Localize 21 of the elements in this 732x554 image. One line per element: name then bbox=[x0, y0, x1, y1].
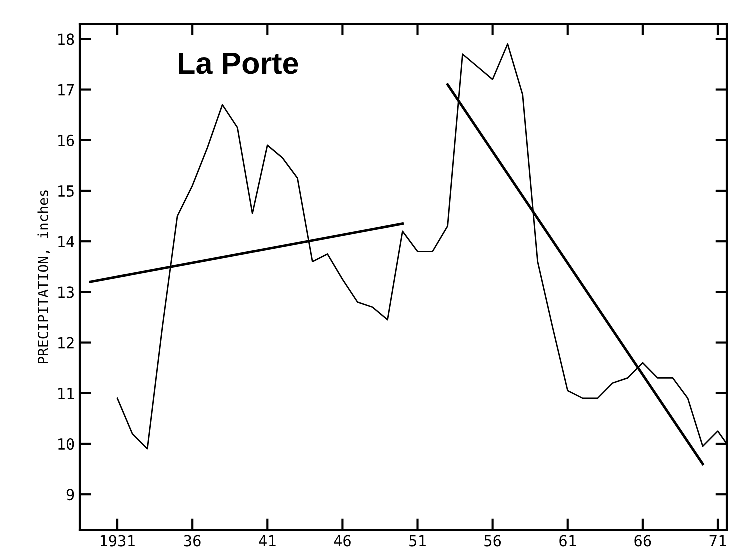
x-tick-label: 41 bbox=[259, 535, 276, 547]
y-axis-title: PRECIPITATION, inches bbox=[38, 190, 50, 364]
y-tick-label: 15 bbox=[58, 186, 74, 198]
y-tick-label: 10 bbox=[58, 438, 74, 450]
y-tick-label: 9 bbox=[66, 489, 74, 501]
y-tick-label: 13 bbox=[58, 286, 74, 298]
x-tick-label: 36 bbox=[184, 535, 201, 547]
x-tick-label: 61 bbox=[560, 535, 576, 547]
x-tick-label: 51 bbox=[410, 535, 426, 547]
y-tick-label: 17 bbox=[58, 84, 74, 96]
x-tick-label: 46 bbox=[334, 535, 351, 547]
y-tick-label: 16 bbox=[58, 134, 74, 146]
y-tick-label: 11 bbox=[58, 388, 74, 400]
y-tick-label: 18 bbox=[58, 34, 74, 46]
x-tick-label: 71 bbox=[710, 535, 726, 547]
text: La Porte bbox=[179, 52, 298, 74]
x-tick-label: 66 bbox=[634, 535, 652, 547]
x-tick-label: 1931 bbox=[100, 535, 135, 547]
y-tick-label: 12 bbox=[58, 337, 74, 349]
x-tick-label: 56 bbox=[484, 535, 502, 547]
y-tick-label: 14 bbox=[58, 236, 74, 248]
